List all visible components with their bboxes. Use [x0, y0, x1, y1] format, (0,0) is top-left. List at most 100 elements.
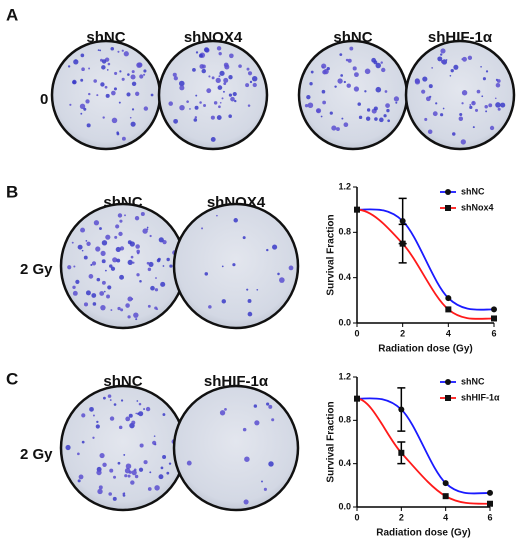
x-axis-label: Radiation dose (Gy)	[378, 344, 472, 355]
colony	[67, 65, 71, 68]
colony	[115, 224, 120, 229]
colony	[453, 64, 459, 70]
dose-label: 2 Gy	[20, 446, 53, 463]
colony	[65, 444, 71, 451]
colony	[166, 257, 170, 262]
colony	[252, 82, 257, 88]
colony	[440, 113, 444, 117]
colony	[143, 460, 148, 465]
colony	[93, 220, 100, 226]
colony	[203, 47, 209, 53]
colony	[386, 108, 390, 113]
colony	[71, 241, 74, 244]
colony	[495, 102, 501, 108]
dose-label: 2 Gy	[20, 261, 53, 278]
colony	[78, 474, 84, 480]
colony	[253, 404, 258, 408]
colony	[86, 123, 91, 128]
colony	[139, 279, 142, 283]
colony	[242, 236, 246, 240]
colony	[219, 101, 222, 104]
colony	[113, 87, 117, 91]
colony	[112, 496, 117, 501]
colony	[194, 116, 198, 119]
legend-marker	[445, 205, 451, 211]
colony	[421, 89, 426, 94]
colony	[152, 440, 157, 445]
colony	[427, 129, 433, 135]
colony	[246, 67, 250, 71]
colony	[113, 475, 117, 479]
colony	[354, 72, 359, 78]
colony	[143, 69, 147, 73]
colony	[111, 90, 116, 96]
colony	[93, 79, 97, 83]
colony	[72, 79, 77, 85]
colony	[73, 59, 79, 65]
colony	[98, 485, 103, 490]
colony	[147, 267, 152, 272]
colony	[460, 139, 466, 145]
point	[445, 295, 452, 302]
colony	[127, 259, 133, 266]
colony	[158, 237, 164, 243]
colony	[67, 265, 72, 270]
colony	[156, 308, 159, 311]
colony	[352, 66, 357, 71]
colony	[321, 89, 326, 94]
colony	[153, 435, 156, 437]
colony	[336, 127, 340, 131]
colony	[485, 110, 488, 113]
colony	[440, 53, 443, 56]
colony	[160, 281, 166, 287]
colony	[341, 117, 344, 120]
colony	[228, 114, 232, 118]
colony	[131, 108, 135, 111]
colony	[203, 104, 207, 108]
colony	[116, 131, 119, 134]
colony	[221, 299, 227, 304]
colony	[440, 48, 446, 54]
point	[442, 480, 449, 487]
colony	[414, 79, 421, 85]
panel-label: B	[6, 182, 18, 201]
colony	[179, 104, 185, 111]
x-tick-label: 6	[491, 328, 496, 338]
colony	[472, 126, 475, 129]
colony	[229, 53, 234, 59]
colony	[96, 94, 99, 97]
colony	[130, 121, 136, 127]
colony	[268, 404, 273, 409]
colony	[109, 416, 115, 421]
colony	[228, 75, 233, 80]
fit-curve	[356, 208, 495, 311]
colony	[216, 214, 218, 217]
colony	[103, 290, 106, 293]
colony	[234, 99, 237, 103]
colony	[334, 85, 337, 88]
chart-group: 0.0 0.4 0.8 1.2 0 2 4 6 Radiation dose (Gy) Survi…	[326, 181, 500, 538]
colony	[119, 70, 122, 73]
colony	[393, 96, 400, 102]
colony	[263, 487, 267, 491]
y-axis-label: Survival Fraction	[326, 214, 337, 295]
colony	[117, 306, 121, 311]
colony	[337, 78, 343, 84]
colony	[83, 107, 87, 111]
colony	[91, 261, 97, 266]
colony	[321, 66, 325, 69]
colony	[109, 468, 114, 473]
colony	[238, 64, 242, 68]
colony	[110, 266, 116, 271]
colony	[223, 62, 229, 68]
colony	[387, 119, 391, 123]
colony	[198, 53, 203, 58]
colony	[128, 413, 133, 418]
colony	[90, 263, 93, 266]
colony	[143, 408, 146, 411]
colony	[254, 420, 260, 426]
colony	[500, 102, 506, 108]
point	[398, 406, 405, 413]
colony	[467, 55, 473, 60]
colony	[320, 115, 323, 118]
